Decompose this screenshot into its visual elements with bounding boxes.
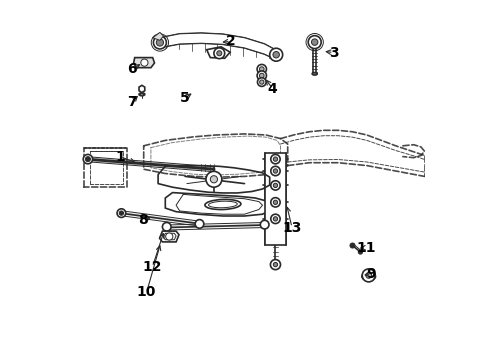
Circle shape	[365, 273, 371, 278]
Circle shape	[213, 48, 224, 59]
Circle shape	[362, 269, 374, 282]
Polygon shape	[160, 33, 275, 59]
Circle shape	[83, 154, 92, 164]
Text: 12: 12	[142, 260, 162, 274]
Circle shape	[205, 171, 222, 187]
Circle shape	[270, 166, 280, 176]
Circle shape	[85, 157, 90, 162]
Circle shape	[165, 233, 172, 240]
Polygon shape	[139, 85, 144, 93]
Circle shape	[311, 39, 317, 45]
Text: 10: 10	[137, 285, 156, 299]
Circle shape	[273, 169, 277, 173]
Circle shape	[162, 222, 171, 231]
Ellipse shape	[361, 273, 375, 280]
Circle shape	[260, 220, 268, 229]
Circle shape	[119, 211, 123, 215]
Text: 13: 13	[282, 221, 301, 234]
Circle shape	[269, 48, 282, 61]
Circle shape	[273, 262, 277, 267]
Polygon shape	[133, 58, 154, 68]
Text: 3: 3	[328, 46, 338, 59]
Text: 2: 2	[225, 35, 235, 48]
Polygon shape	[206, 47, 230, 58]
Circle shape	[270, 260, 280, 270]
Ellipse shape	[139, 93, 144, 96]
Polygon shape	[152, 32, 163, 40]
Text: 11: 11	[356, 241, 375, 255]
Circle shape	[259, 73, 264, 78]
Circle shape	[358, 250, 362, 254]
Text: 1: 1	[115, 150, 125, 163]
Circle shape	[273, 200, 277, 204]
Circle shape	[216, 51, 222, 56]
Circle shape	[270, 154, 280, 164]
Polygon shape	[265, 153, 285, 245]
Circle shape	[117, 209, 125, 217]
Circle shape	[270, 181, 280, 190]
Ellipse shape	[363, 274, 373, 279]
Circle shape	[156, 39, 163, 46]
Circle shape	[259, 67, 264, 71]
Circle shape	[307, 36, 321, 49]
Circle shape	[153, 36, 166, 49]
Circle shape	[273, 157, 277, 161]
Text: 5: 5	[180, 91, 189, 105]
Circle shape	[273, 183, 277, 188]
Circle shape	[195, 220, 203, 228]
Circle shape	[349, 243, 354, 248]
Text: 6: 6	[127, 62, 137, 76]
Ellipse shape	[204, 199, 241, 210]
Text: 8: 8	[138, 213, 147, 227]
Ellipse shape	[311, 73, 317, 75]
Circle shape	[272, 51, 279, 58]
Circle shape	[270, 214, 280, 224]
Ellipse shape	[208, 201, 237, 208]
Circle shape	[210, 176, 217, 183]
Polygon shape	[163, 233, 176, 240]
Circle shape	[259, 80, 264, 84]
Ellipse shape	[140, 94, 143, 95]
Circle shape	[273, 217, 277, 221]
Circle shape	[257, 71, 266, 80]
Circle shape	[141, 59, 148, 66]
Circle shape	[257, 78, 265, 86]
Text: 7: 7	[127, 95, 137, 108]
Circle shape	[257, 64, 266, 74]
Circle shape	[270, 198, 280, 207]
Polygon shape	[165, 193, 269, 216]
Text: 4: 4	[267, 82, 277, 95]
Text: 9: 9	[366, 267, 375, 281]
Polygon shape	[159, 231, 179, 242]
